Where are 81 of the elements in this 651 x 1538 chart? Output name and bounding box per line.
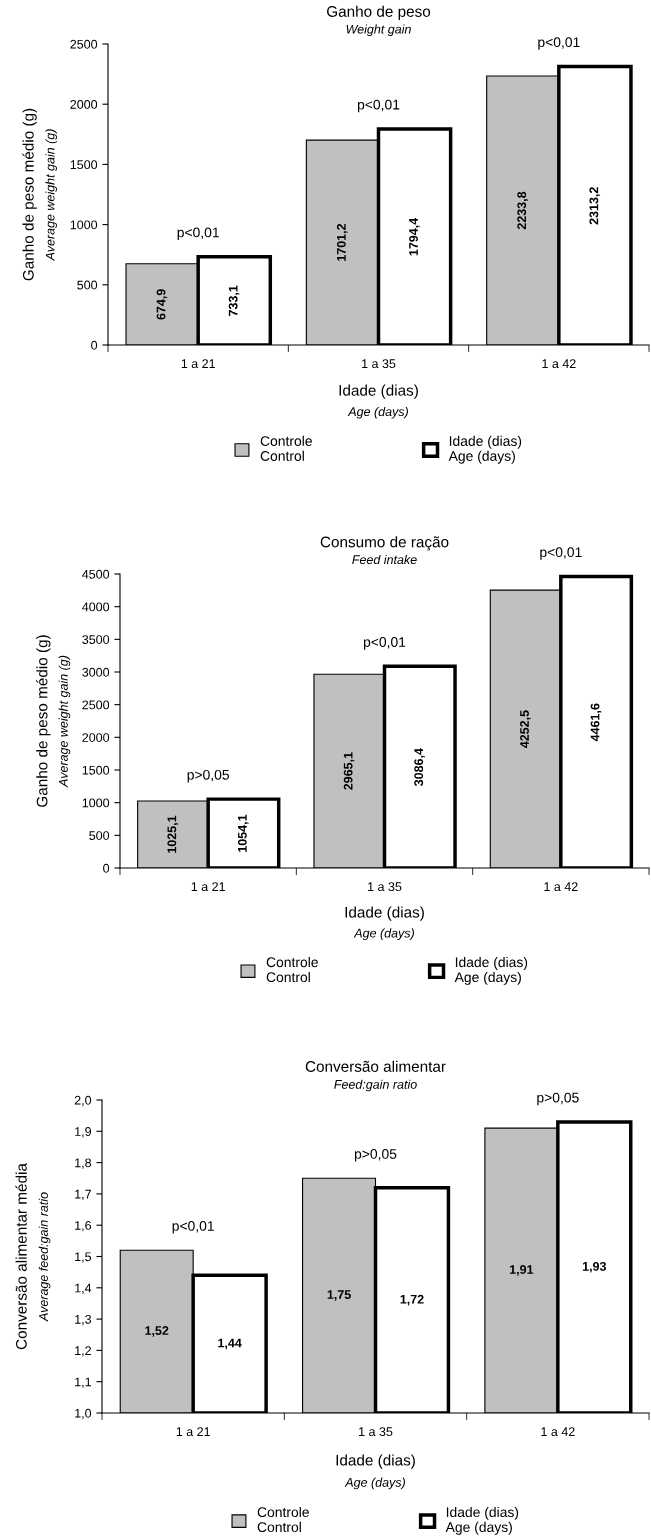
annotation: p<0,01 bbox=[357, 99, 400, 113]
x-tick-label: 1 a 21 bbox=[181, 359, 215, 369]
data-label: 1,93 bbox=[582, 1261, 607, 1273]
data-label: 4252,5 bbox=[520, 710, 531, 749]
data-label: 1,75 bbox=[327, 1290, 351, 1301]
y-tick-label: 1500 bbox=[70, 160, 98, 170]
y-tick-label: 500 bbox=[89, 831, 110, 840]
y-tick-label: 1,1 bbox=[75, 1377, 91, 1388]
y-tick-label: 2000 bbox=[70, 100, 98, 109]
data-label: 2965,1 bbox=[343, 752, 355, 790]
data-label: 2313,2 bbox=[589, 187, 601, 225]
data-label: 1,91 bbox=[509, 1265, 534, 1276]
data-label: 674,9 bbox=[156, 289, 168, 320]
annotation: p>0,05 bbox=[354, 1149, 397, 1162]
chart-title: Ganho de peso bbox=[327, 5, 431, 20]
y-tick-label: 1,3 bbox=[75, 1314, 92, 1326]
y-tick-label: 2500 bbox=[82, 700, 110, 710]
data-label: 1701,2 bbox=[336, 223, 348, 261]
y-tick-label: 4500 bbox=[82, 569, 110, 579]
y-tick-label: 1000 bbox=[70, 220, 98, 230]
x-tick-label: 1 a 35 bbox=[368, 882, 402, 892]
x-tick-label: 1 a 42 bbox=[542, 359, 576, 369]
data-label: 1,52 bbox=[145, 1326, 169, 1337]
data-label: 1794,4 bbox=[409, 217, 420, 256]
y-tick-label: 0 bbox=[91, 340, 98, 350]
annotation: p>0,05 bbox=[187, 769, 230, 783]
legend-label: Controle Control bbox=[260, 435, 312, 461]
annotation: p<0,01 bbox=[363, 637, 406, 650]
x-axis-title: Idade (dias) Age (days) bbox=[345, 906, 424, 940]
y-tick-label: 1,8 bbox=[75, 1158, 92, 1169]
annotation: p<0,01 bbox=[538, 37, 580, 50]
chart-title: Consumo de ração bbox=[320, 536, 449, 551]
legend-label: Controle Control bbox=[266, 956, 318, 983]
y-axis-title: Ganho de peso médio (g) Average weight gain (g) bbox=[36, 635, 71, 807]
y-tick-label: 1,4 bbox=[75, 1283, 92, 1294]
y-tick-label: 2000 bbox=[82, 733, 110, 742]
x-tick-label: 1 a 21 bbox=[176, 1427, 210, 1437]
chart-subtitle: Feed intake bbox=[352, 554, 417, 565]
y-tick-label: 3000 bbox=[82, 667, 110, 677]
x-tick-label: 1 a 35 bbox=[359, 1427, 393, 1437]
x-tick-label: 1 a 21 bbox=[191, 882, 225, 892]
data-label: 733,1 bbox=[228, 285, 240, 316]
y-tick-label: 1,2 bbox=[75, 1346, 91, 1357]
annotation: p<0,01 bbox=[177, 227, 219, 241]
y-tick-label: 4000 bbox=[82, 602, 110, 612]
data-label: 1025,1 bbox=[167, 815, 179, 853]
y-tick-label: 3500 bbox=[82, 635, 110, 644]
data-label: 3086,4 bbox=[414, 748, 425, 786]
data-label: 1,72 bbox=[400, 1294, 424, 1306]
x-axis-title: Idade (dias) Age (days) bbox=[336, 1454, 415, 1490]
chart-subtitle: Weight gain bbox=[346, 24, 411, 37]
data-label: 1054,1 bbox=[237, 814, 249, 852]
x-tick-label: 1 a 42 bbox=[544, 882, 578, 892]
annotation: p<0,01 bbox=[540, 547, 582, 560]
y-tick-label: 2500 bbox=[70, 39, 98, 49]
y-tick-label: 0 bbox=[103, 863, 110, 873]
y-axis-title: Conversão alimentar média Average feed:gain ratio bbox=[15, 1163, 51, 1350]
chart-title: Conversão alimentar bbox=[305, 1060, 446, 1072]
y-tick-label: 1,5 bbox=[75, 1252, 92, 1263]
x-axis-title: Idade (dias) Age (days) bbox=[339, 384, 418, 419]
y-axis-title: Ganho de peso médio (g) Average weight gain (g) bbox=[22, 108, 58, 281]
y-tick-label: 1,7 bbox=[75, 1189, 91, 1201]
legend-label: Idade (dias) Age (days) bbox=[448, 435, 522, 464]
annotation: p<0,01 bbox=[172, 1220, 214, 1234]
legend-label: Idade (dias) Age (days) bbox=[445, 1506, 519, 1535]
data-label: 1,44 bbox=[218, 1338, 242, 1350]
legend-label: Idade (dias) Age (days) bbox=[454, 956, 528, 985]
y-tick-label: 1,6 bbox=[75, 1221, 92, 1232]
y-tick-label: 1000 bbox=[82, 798, 110, 808]
data-label: 4461,6 bbox=[590, 703, 602, 742]
x-tick-label: 1 a 35 bbox=[362, 359, 396, 369]
y-tick-label: 500 bbox=[77, 280, 98, 290]
y-tick-label: 1,9 bbox=[75, 1127, 91, 1138]
y-tick-label: 2,0 bbox=[74, 1095, 92, 1107]
data-label: 2233,8 bbox=[517, 191, 528, 230]
y-tick-label: 1500 bbox=[82, 765, 110, 775]
legend-label: Controle Control bbox=[257, 1506, 309, 1533]
annotation: p>0,05 bbox=[537, 1092, 579, 1106]
x-tick-label: 1 a 42 bbox=[541, 1427, 575, 1437]
chart-subtitle: Feed:gain ratio bbox=[334, 1079, 417, 1092]
y-tick-label: 1,0 bbox=[75, 1408, 92, 1420]
